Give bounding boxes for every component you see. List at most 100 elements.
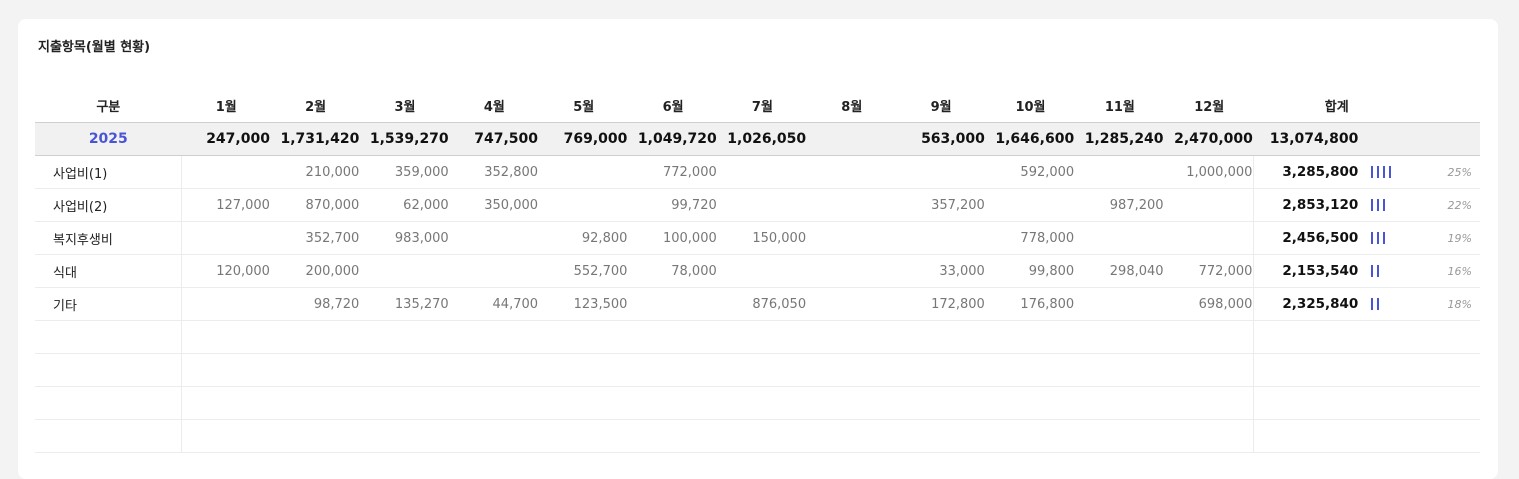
- empty-cell: [985, 386, 1076, 420]
- month-cell: 100,000: [628, 221, 718, 255]
- row-total: 2,456,500: [1253, 221, 1360, 255]
- month-cell: 200,000: [270, 254, 361, 288]
- empty-cell: [449, 353, 540, 387]
- empty-cell: [1359, 320, 1420, 354]
- month-cell: 352,700: [270, 221, 361, 255]
- empty-cell: [896, 386, 986, 420]
- empty-cell: [1253, 419, 1360, 453]
- empty-row: [35, 353, 1480, 387]
- row-total: 2,325,840: [1253, 287, 1360, 321]
- empty-cell: [539, 353, 629, 387]
- header-month: 3월: [394, 100, 416, 115]
- header-month: 1월: [215, 100, 237, 115]
- empty-cell: [1075, 386, 1165, 420]
- year-label[interactable]: 2025: [35, 122, 182, 156]
- month-cell: [896, 155, 986, 189]
- month-cell: 99,800: [985, 254, 1076, 288]
- table-row[interactable]: 복지후생비 352,700 983,000 92,800 100,000 150,000 7…: [35, 221, 1480, 255]
- row-label: 식대: [35, 254, 183, 288]
- table-row[interactable]: 사업비(1) 210,000 359,000 352,800 772,000 592,00…: [35, 155, 1480, 189]
- month-cell: 150,000: [717, 221, 808, 255]
- header-spacer: [1420, 89, 1480, 123]
- empty-cell: [1075, 320, 1165, 354]
- month-cell: 33,000: [896, 254, 986, 288]
- year-month-value: 1,049,720: [628, 122, 718, 156]
- empty-cell: [449, 386, 540, 420]
- month-cell: 357,200: [896, 188, 986, 222]
- share-bar-indicator: [1371, 199, 1386, 211]
- header-month: 10월: [1015, 100, 1046, 115]
- month-cell: 78,000: [628, 254, 718, 288]
- empty-cell: [628, 386, 718, 420]
- month-cell: [717, 155, 808, 189]
- header-category: 구분: [96, 100, 121, 115]
- month-cell: [985, 188, 1076, 222]
- month-cell: [807, 188, 897, 222]
- share-bar-cell: [1359, 188, 1420, 222]
- empty-cell: [628, 419, 718, 453]
- month-cell: [628, 287, 718, 321]
- empty-cell: [807, 386, 897, 420]
- share-bar-tick: [1389, 166, 1392, 178]
- empty-cell: [1164, 419, 1254, 453]
- table-row[interactable]: 기타 98,720 135,270 44,700 123,500 876,050 172,8…: [35, 287, 1480, 321]
- month-cell: [807, 254, 897, 288]
- empty-cell: [181, 353, 271, 387]
- empty-cell: [181, 320, 271, 354]
- month-cell: 778,000: [985, 221, 1076, 255]
- month-cell: 350,000: [449, 188, 540, 222]
- row-label: 복지후생비: [35, 221, 183, 255]
- year-bar-spacer: [1359, 122, 1420, 156]
- empty-cell: [1419, 419, 1480, 453]
- table-row[interactable]: 식대 120,000 200,000 552,700 78,000 33,000 99,80…: [35, 254, 1480, 288]
- share-bar-tick: [1371, 166, 1374, 178]
- share-bar-tick: [1383, 199, 1386, 211]
- row-total: 3,285,800: [1253, 155, 1360, 189]
- row-percent: 25%: [1419, 155, 1480, 189]
- share-bar-tick: [1377, 232, 1380, 244]
- month-cell: [360, 254, 450, 288]
- header-month: 11월: [1104, 100, 1135, 115]
- row-label: 사업비(1): [35, 155, 183, 189]
- month-cell: [717, 254, 808, 288]
- share-bar-tick: [1383, 232, 1386, 244]
- year-month-value: 247,000: [181, 122, 271, 156]
- header-total: 합계: [1324, 100, 1349, 115]
- empty-cell: [1164, 386, 1254, 420]
- month-cell: [1075, 155, 1165, 189]
- row-percent: 18%: [1419, 287, 1480, 321]
- empty-cell: [181, 386, 271, 420]
- empty-cell: [360, 386, 450, 420]
- month-cell: [449, 221, 540, 255]
- empty-cell: [985, 353, 1076, 387]
- month-cell: 876,050: [717, 287, 808, 321]
- share-bar-tick: [1377, 265, 1380, 277]
- empty-cell: [985, 419, 1076, 453]
- share-bar-tick: [1383, 166, 1386, 178]
- empty-cell: [360, 353, 450, 387]
- empty-cell: [717, 353, 808, 387]
- empty-cell: [270, 320, 361, 354]
- month-cell: 592,000: [985, 155, 1076, 189]
- empty-cell: [896, 419, 986, 453]
- year-month-value: 1,285,240: [1075, 122, 1165, 156]
- share-bar-tick: [1377, 166, 1380, 178]
- month-cell: 135,270: [360, 287, 450, 321]
- month-cell: 176,800: [985, 287, 1076, 321]
- header-row: 구분 1월 2월 3월 4월 5월 6월 7월 8월 9월 10월 11월 12…: [35, 89, 1480, 123]
- share-bar-cell: [1359, 155, 1420, 189]
- month-cell: [181, 287, 271, 321]
- share-bar-cell: [1359, 254, 1420, 288]
- empty-cell: [35, 386, 183, 420]
- month-cell: 359,000: [360, 155, 450, 189]
- empty-cell: [1164, 353, 1254, 387]
- month-cell: 127,000: [181, 188, 271, 222]
- table-row[interactable]: 사업비(2) 127,000 870,000 62,000 350,000 99,720 3…: [35, 188, 1480, 222]
- header-month: 2월: [305, 100, 327, 115]
- share-bar-cell: [1359, 287, 1420, 321]
- month-cell: [807, 221, 897, 255]
- header-month: 5월: [573, 100, 595, 115]
- empty-row: [35, 320, 1480, 354]
- share-bar-tick: [1377, 199, 1380, 211]
- empty-cell: [35, 419, 183, 453]
